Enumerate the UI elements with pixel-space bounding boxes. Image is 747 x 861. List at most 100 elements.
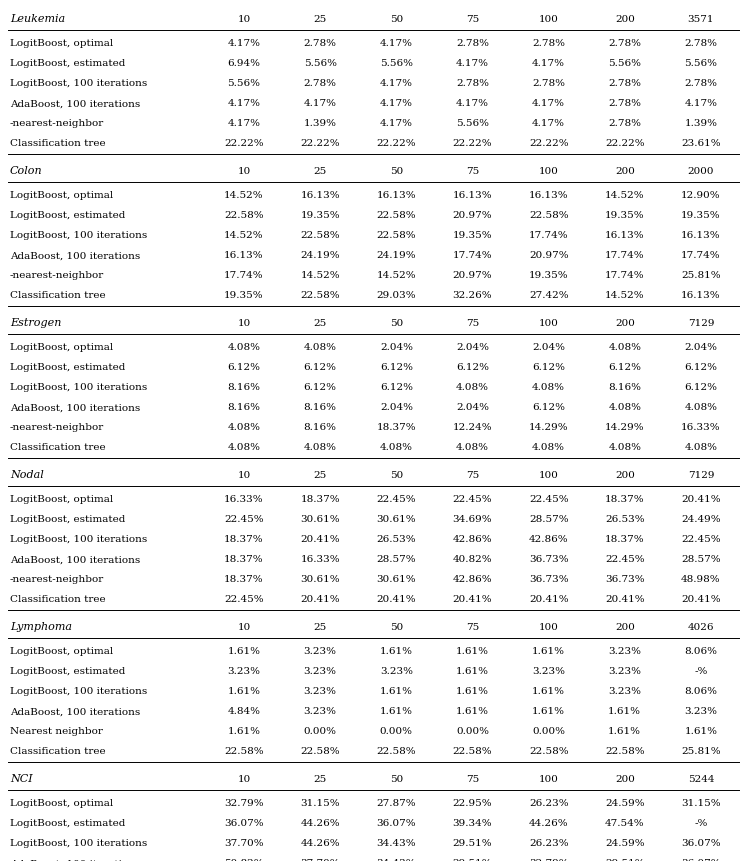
Text: 12.24%: 12.24%: [453, 424, 492, 432]
Text: 2.78%: 2.78%: [608, 79, 641, 89]
Text: LogitBoost, optimal: LogitBoost, optimal: [10, 647, 114, 656]
Text: 32.79%: 32.79%: [224, 800, 264, 808]
Text: 1.39%: 1.39%: [304, 120, 337, 128]
Text: 4.17%: 4.17%: [532, 120, 565, 128]
Text: 3.23%: 3.23%: [608, 687, 641, 697]
Text: 25: 25: [314, 15, 326, 23]
Text: 22.58%: 22.58%: [529, 212, 568, 220]
Text: 4.08%: 4.08%: [379, 443, 413, 453]
Text: 6.12%: 6.12%: [379, 363, 413, 373]
Text: 4.08%: 4.08%: [608, 404, 641, 412]
Text: 29.51%: 29.51%: [453, 859, 492, 861]
Text: 19.35%: 19.35%: [529, 271, 568, 281]
Text: LogitBoost, 100 iterations: LogitBoost, 100 iterations: [10, 536, 147, 544]
Text: 40.82%: 40.82%: [453, 555, 492, 565]
Text: 24.59%: 24.59%: [605, 839, 645, 848]
Text: 4.08%: 4.08%: [532, 443, 565, 453]
Text: LogitBoost, optimal: LogitBoost, optimal: [10, 191, 114, 201]
Text: 2.04%: 2.04%: [532, 344, 565, 352]
Text: 16.13%: 16.13%: [681, 232, 721, 240]
Text: 24.19%: 24.19%: [376, 251, 416, 261]
Text: Nodal: Nodal: [10, 470, 44, 480]
Text: 100: 100: [539, 15, 559, 23]
Text: 24.59%: 24.59%: [605, 800, 645, 808]
Text: 3.23%: 3.23%: [379, 667, 413, 677]
Text: Classification tree: Classification tree: [10, 292, 105, 300]
Text: 1.61%: 1.61%: [228, 728, 261, 736]
Text: 100: 100: [539, 319, 559, 327]
Text: 4.17%: 4.17%: [532, 100, 565, 108]
Text: 20.97%: 20.97%: [453, 271, 492, 281]
Text: 4.08%: 4.08%: [228, 424, 261, 432]
Text: Estrogen: Estrogen: [10, 318, 61, 328]
Text: 18.37%: 18.37%: [376, 424, 416, 432]
Text: 75: 75: [466, 166, 479, 176]
Text: 30.61%: 30.61%: [376, 516, 416, 524]
Text: 1.61%: 1.61%: [456, 667, 489, 677]
Text: 36.73%: 36.73%: [529, 575, 568, 585]
Text: -nearest-neighbor: -nearest-neighbor: [10, 120, 105, 128]
Text: 25: 25: [314, 470, 326, 480]
Text: LogitBoost, optimal: LogitBoost, optimal: [10, 800, 114, 808]
Text: 3.23%: 3.23%: [228, 667, 261, 677]
Text: LogitBoost, 100 iterations: LogitBoost, 100 iterations: [10, 383, 147, 393]
Text: 4.17%: 4.17%: [228, 40, 261, 48]
Text: 4.08%: 4.08%: [304, 344, 337, 352]
Text: 1.61%: 1.61%: [456, 647, 489, 656]
Text: 3.23%: 3.23%: [304, 708, 337, 716]
Text: 36.07%: 36.07%: [224, 820, 264, 828]
Text: 6.94%: 6.94%: [228, 59, 261, 69]
Text: 8.16%: 8.16%: [304, 424, 337, 432]
Text: 14.52%: 14.52%: [224, 191, 264, 201]
Text: 50: 50: [390, 623, 403, 631]
Text: 20.41%: 20.41%: [681, 596, 721, 604]
Text: 16.13%: 16.13%: [376, 191, 416, 201]
Text: 1.61%: 1.61%: [379, 647, 413, 656]
Text: 100: 100: [539, 166, 559, 176]
Text: 2.78%: 2.78%: [304, 40, 337, 48]
Text: Leukemia: Leukemia: [10, 14, 65, 24]
Text: 6.12%: 6.12%: [608, 363, 641, 373]
Text: 6.12%: 6.12%: [532, 363, 565, 373]
Text: 30.61%: 30.61%: [300, 516, 340, 524]
Text: 6.12%: 6.12%: [684, 363, 717, 373]
Text: 1.61%: 1.61%: [532, 687, 565, 697]
Text: 26.23%: 26.23%: [529, 800, 568, 808]
Text: 2.78%: 2.78%: [608, 100, 641, 108]
Text: 8.06%: 8.06%: [684, 687, 717, 697]
Text: 200: 200: [615, 166, 635, 176]
Text: 0.00%: 0.00%: [379, 728, 413, 736]
Text: 200: 200: [615, 470, 635, 480]
Text: 1.61%: 1.61%: [456, 708, 489, 716]
Text: 50: 50: [390, 319, 403, 327]
Text: 2000: 2000: [688, 166, 714, 176]
Text: 20.41%: 20.41%: [300, 596, 340, 604]
Text: Colon: Colon: [10, 166, 43, 176]
Text: 22.58%: 22.58%: [376, 232, 416, 240]
Text: 29.51%: 29.51%: [605, 859, 645, 861]
Text: LogitBoost, 100 iterations: LogitBoost, 100 iterations: [10, 79, 147, 89]
Text: 22.58%: 22.58%: [300, 292, 340, 300]
Text: 34.69%: 34.69%: [453, 516, 492, 524]
Text: LogitBoost, estimated: LogitBoost, estimated: [10, 212, 125, 220]
Text: 18.37%: 18.37%: [300, 495, 340, 505]
Text: 14.52%: 14.52%: [605, 292, 645, 300]
Text: 2.78%: 2.78%: [456, 40, 489, 48]
Text: 100: 100: [539, 470, 559, 480]
Text: 100: 100: [539, 775, 559, 784]
Text: 4.08%: 4.08%: [532, 383, 565, 393]
Text: 0.00%: 0.00%: [304, 728, 337, 736]
Text: 4.17%: 4.17%: [379, 100, 413, 108]
Text: 34.43%: 34.43%: [376, 839, 416, 848]
Text: 36.07%: 36.07%: [681, 859, 721, 861]
Text: 8.06%: 8.06%: [684, 647, 717, 656]
Text: 6.12%: 6.12%: [304, 363, 337, 373]
Text: LogitBoost, 100 iterations: LogitBoost, 100 iterations: [10, 232, 147, 240]
Text: 5.56%: 5.56%: [456, 120, 489, 128]
Text: 3571: 3571: [688, 15, 714, 23]
Text: 32.26%: 32.26%: [453, 292, 492, 300]
Text: 0.00%: 0.00%: [532, 728, 565, 736]
Text: 4.84%: 4.84%: [228, 708, 261, 716]
Text: LogitBoost, estimated: LogitBoost, estimated: [10, 363, 125, 373]
Text: 16.33%: 16.33%: [681, 424, 721, 432]
